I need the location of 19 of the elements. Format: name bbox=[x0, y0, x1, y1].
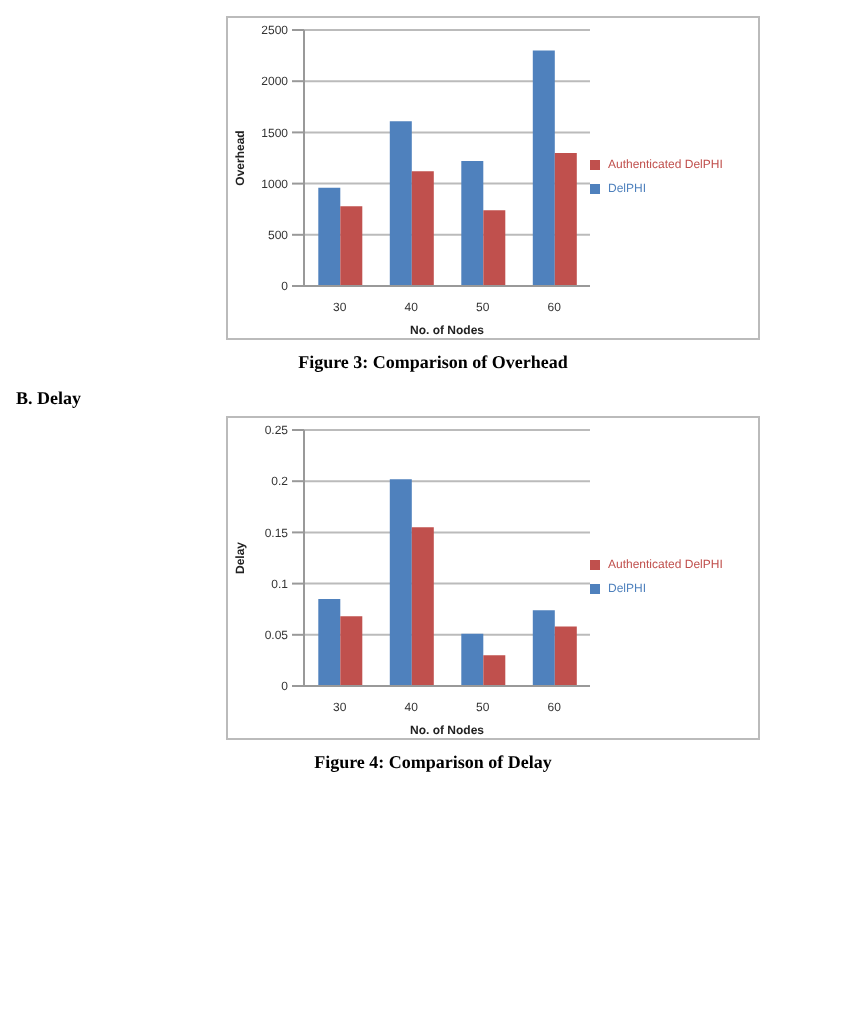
bar bbox=[532, 50, 555, 286]
bar bbox=[389, 121, 412, 286]
bar bbox=[461, 633, 484, 686]
bar bbox=[411, 527, 434, 686]
bar bbox=[389, 479, 412, 686]
bar bbox=[340, 616, 363, 686]
bar bbox=[461, 161, 484, 286]
bar bbox=[554, 626, 577, 686]
bar bbox=[532, 610, 555, 686]
bar bbox=[318, 598, 341, 686]
bar bbox=[340, 206, 363, 286]
text: B. Delay bbox=[16, 388, 83, 408]
bar bbox=[483, 655, 506, 686]
bar bbox=[554, 152, 577, 286]
bar bbox=[411, 171, 434, 286]
caption: Figure 4: Comparison of Delay bbox=[312, 752, 554, 772]
bar bbox=[318, 187, 341, 286]
bar bbox=[483, 210, 506, 286]
caption: Figure 3: Comparison of Overhead bbox=[296, 352, 570, 372]
